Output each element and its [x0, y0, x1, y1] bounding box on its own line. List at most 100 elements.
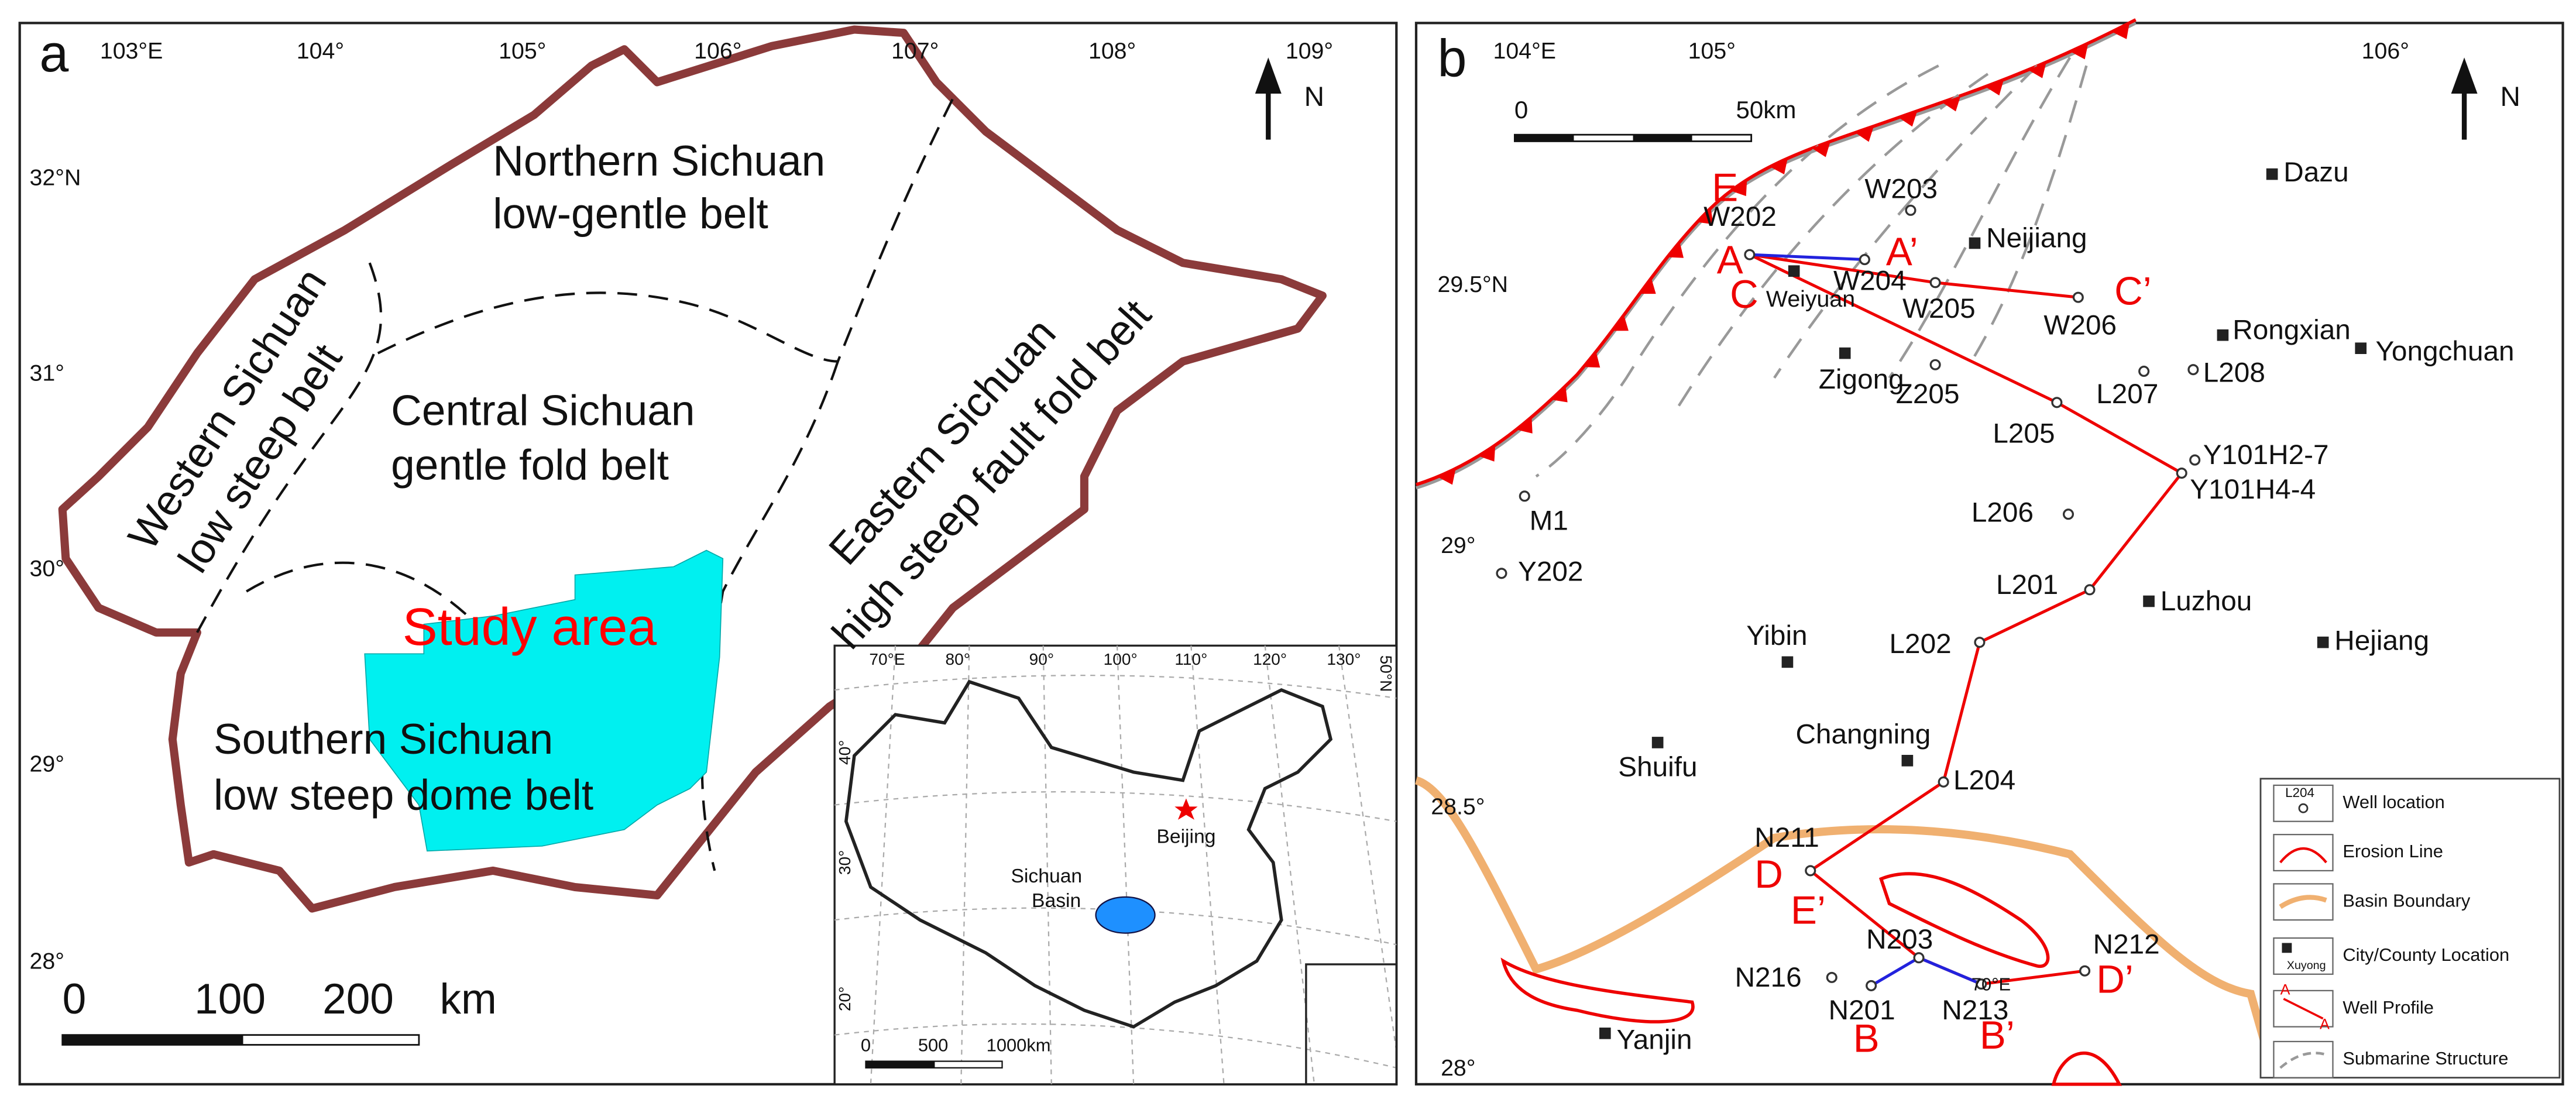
- legend-icon-text: A: [2280, 982, 2290, 998]
- legend-icon-box: [2273, 1040, 2334, 1078]
- lat-label: 29.5°N: [1437, 272, 1508, 297]
- study-area-label: Study area: [403, 598, 657, 657]
- lat-label: 32°N: [30, 164, 81, 190]
- legend-icon-box: [2273, 834, 2334, 872]
- north-arrowhead: [2451, 57, 2478, 94]
- well-label: Z205: [1896, 379, 1960, 410]
- profile-letter: E: [1712, 166, 1738, 209]
- city-label: Shuifu: [1618, 751, 1697, 782]
- well-label: W202: [1703, 201, 1777, 232]
- stray-label: 70°E: [1972, 974, 2011, 995]
- city-marker: [1901, 754, 1914, 767]
- inset-lon-label: 110°: [1174, 650, 1207, 668]
- legend-icon-text: A: [2320, 1016, 2330, 1032]
- well-marker: [1519, 490, 1530, 502]
- erosion-tooth: [1667, 242, 1684, 258]
- zone-label: gentle fold belt: [391, 441, 669, 489]
- lon-label: 105°: [1688, 38, 1736, 64]
- erosion-tooth: [1639, 278, 1656, 294]
- well-label: N213: [1942, 995, 2008, 1026]
- profile-letter: D: [1754, 853, 1783, 896]
- scale-label: 0: [1514, 96, 1528, 123]
- lat-label: 28.5°: [1431, 794, 1485, 820]
- legend-icon-box: [2273, 883, 2334, 921]
- legend-label: Well Profile: [2343, 997, 2434, 1018]
- well-label: L206: [1972, 497, 2034, 528]
- profile-letter: A’: [1886, 230, 1918, 274]
- legend-structure: [2279, 1052, 2327, 1069]
- well-marker: [1913, 952, 1925, 964]
- city-marker: [2355, 342, 2367, 354]
- panel-a-frame: [18, 22, 1398, 1085]
- legend-icon-box: [2273, 784, 2334, 822]
- well-label: L205: [1993, 418, 2055, 449]
- well-label: W203: [1864, 173, 1938, 204]
- scale-unit: km: [439, 975, 496, 1023]
- lat-label: 29°: [30, 751, 64, 777]
- well-marker: [1805, 865, 1816, 877]
- well-marker: [1826, 971, 1837, 983]
- well-label: N212: [2093, 929, 2160, 960]
- profile-letter: C: [1730, 273, 1758, 317]
- city-label: Changning: [1795, 719, 1931, 750]
- lat-label: 28°: [1441, 1055, 1475, 1081]
- city-label: Yongchuan: [2375, 336, 2514, 367]
- city-marker: [2266, 168, 2278, 180]
- erosion-tooth: [1898, 111, 1918, 127]
- inset-scale-fill: [865, 1061, 935, 1068]
- scale-label: 200: [322, 975, 394, 1023]
- well-label: L208: [2203, 358, 2265, 389]
- well-profiles: [1749, 253, 2185, 987]
- scale-bar-fill: [1514, 135, 1574, 142]
- well-marker: [1929, 277, 1941, 288]
- erosion-tooth: [1985, 80, 2004, 96]
- city-marker: [2143, 595, 2155, 607]
- city-label: Rongxian: [2232, 315, 2351, 346]
- erosion-tooth: [1551, 386, 1568, 403]
- zone-label: low-gentle belt: [493, 190, 768, 238]
- inset-lon-label: 120°: [1253, 650, 1287, 668]
- legend-icon-text: Xuyong: [2287, 959, 2326, 972]
- city-label: Zigong: [1819, 364, 1904, 395]
- erosion-tooth: [2028, 62, 2046, 78]
- well-marker: [1976, 978, 1987, 990]
- city-marker: [1788, 265, 1800, 277]
- well-marker: [2176, 467, 2187, 479]
- inset-frame: [833, 644, 1397, 1085]
- lon-label: 107°: [891, 38, 939, 64]
- well-label: N211: [1754, 822, 1819, 853]
- place-label: Basin: [1032, 890, 1081, 912]
- city-label: Hejiang: [2334, 625, 2429, 656]
- inset-scale-label: 500: [918, 1035, 949, 1055]
- erosion-tooth: [1612, 315, 1629, 331]
- inset-scale-label: 1000km: [987, 1035, 1051, 1055]
- erosion-tooth: [1812, 141, 1830, 157]
- basin-boundary: [1414, 776, 2271, 1053]
- panel-b-frame: [1414, 22, 2564, 1085]
- erosion-tooth: [1479, 445, 1496, 462]
- city-label: Yibin: [1746, 620, 1807, 651]
- scale-label: 50km: [1736, 96, 1796, 123]
- well-marker: [1938, 776, 1949, 788]
- well-label: L202: [1890, 628, 1952, 659]
- legend-icon-text: L204: [2285, 785, 2314, 800]
- well-marker: [2189, 454, 2201, 466]
- erosion-tooth: [2070, 43, 2089, 60]
- well-label: Y101H2-7: [2203, 439, 2329, 470]
- profile-letter: B: [1853, 1017, 1880, 1061]
- zone-label: Central Sichuan: [391, 387, 695, 435]
- lat-label: 31°: [30, 360, 64, 386]
- legend-label: Erosion Line: [2343, 841, 2443, 861]
- erosion-patches: [1500, 872, 2122, 1086]
- scale-label: 0: [63, 975, 87, 1023]
- profile-letter: A: [1717, 238, 1743, 282]
- legend-label: Well location: [2343, 792, 2444, 812]
- erosion-tooth: [1696, 208, 1713, 225]
- well-marker: [2187, 364, 2199, 376]
- well-label: Y101H4-4: [2190, 474, 2316, 505]
- well-label: Y202: [1518, 556, 1583, 587]
- profile-letter: E’: [1791, 889, 1826, 933]
- city-label: Yanjin: [1616, 1024, 1692, 1055]
- well-marker: [1859, 254, 1870, 266]
